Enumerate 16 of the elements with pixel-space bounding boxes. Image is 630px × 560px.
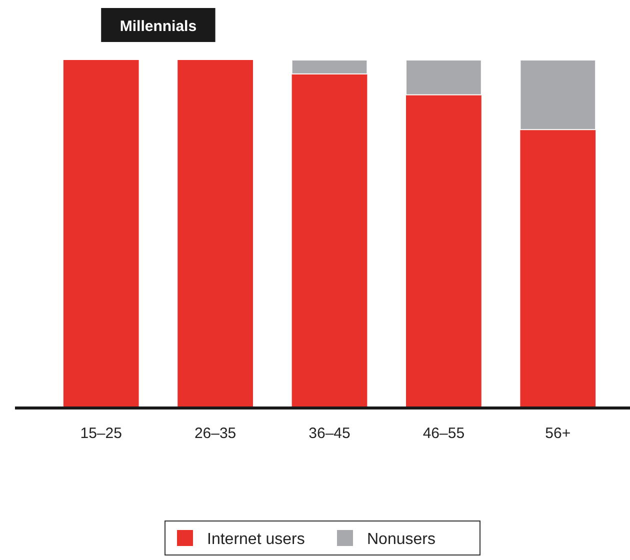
x-tick-label: 46–55 [422, 425, 465, 442]
x-tick-label: 26–35 [194, 425, 236, 442]
x-tick-label: 36–45 [308, 425, 350, 442]
x-tick-label: 56+ [545, 425, 571, 442]
bar [520, 130, 596, 408]
legend-label: Internet users [207, 531, 305, 548]
bar [406, 94, 482, 408]
bar [406, 60, 482, 96]
bar [63, 60, 139, 408]
bar [292, 74, 368, 408]
x-tick-label: 15–25 [80, 425, 122, 442]
bar [520, 60, 596, 130]
bar [178, 60, 253, 408]
text: Millennials [120, 18, 197, 35]
bar [291, 60, 368, 74]
legend-label: Nonusers [367, 531, 436, 548]
